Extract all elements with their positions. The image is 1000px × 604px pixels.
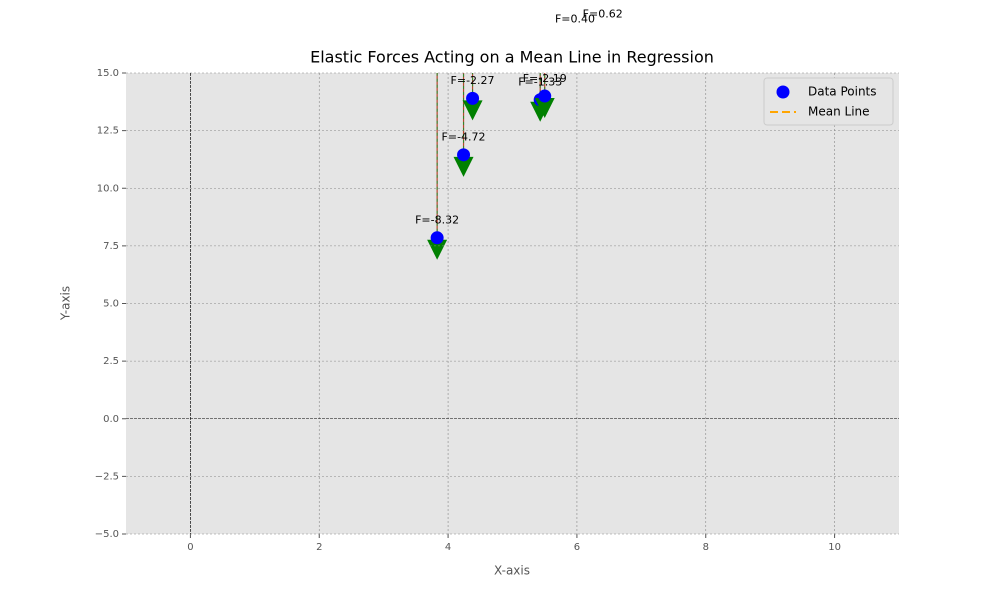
x-tick-label: 10 <box>828 542 841 553</box>
y-tick-label: 0.0 <box>103 414 119 425</box>
force-label: F=-2.27 <box>451 74 495 87</box>
y-tick-label: 7.5 <box>103 241 119 252</box>
data-point <box>430 231 444 245</box>
force-arrow <box>534 98 555 119</box>
data-point <box>596 25 609 38</box>
force-arrow <box>427 239 448 260</box>
legend-marker <box>776 85 790 99</box>
force-label: F=-2.19 <box>523 72 567 85</box>
x-tick-label: 4 <box>445 542 451 553</box>
y-tick-label: 15.0 <box>97 68 119 79</box>
chart-title: Elastic Forces Acting on a Mean Line in … <box>310 48 714 67</box>
data-point <box>538 89 552 103</box>
y-tick-label: 5.0 <box>103 299 119 310</box>
legend: Data Points Mean Line <box>763 77 894 126</box>
force-label: F=-4.72 <box>442 131 486 144</box>
x-axis-label: X-axis <box>494 564 530 578</box>
y-tick-label: −5.0 <box>95 529 119 540</box>
y-tick-label: 12.5 <box>97 126 119 137</box>
force-label: F=0.62 <box>583 7 623 20</box>
force-label: F=0.40 <box>555 13 595 26</box>
force-label: F=-1.33 <box>518 75 562 88</box>
y-axis-label: Y-axis <box>59 286 73 321</box>
legend-label: Data Points <box>808 85 877 99</box>
y-tick-label: −2.5 <box>95 471 119 482</box>
plot <box>427 25 609 260</box>
data-point <box>466 91 480 105</box>
x-tick-label: 6 <box>574 542 580 553</box>
annotations: F=-8.32 F=-4.72 F=-2.27 F=-1.33F=-2.19 F=0.4… <box>415 7 623 226</box>
legend-box <box>763 77 894 126</box>
legend-label: Mean Line <box>808 105 870 119</box>
force-label: F=-8.32 <box>415 214 459 227</box>
x-tick-label: 0 <box>187 542 193 553</box>
force-arrow <box>453 156 474 177</box>
data-point <box>457 148 471 162</box>
x-tick-label: 2 <box>316 542 322 553</box>
data-point <box>568 30 581 43</box>
force-arrow <box>462 100 483 121</box>
y-tick-label: 10.0 <box>97 183 119 194</box>
x-tick-label: 8 <box>703 542 709 553</box>
y-tick-label: 2.5 <box>103 356 119 367</box>
